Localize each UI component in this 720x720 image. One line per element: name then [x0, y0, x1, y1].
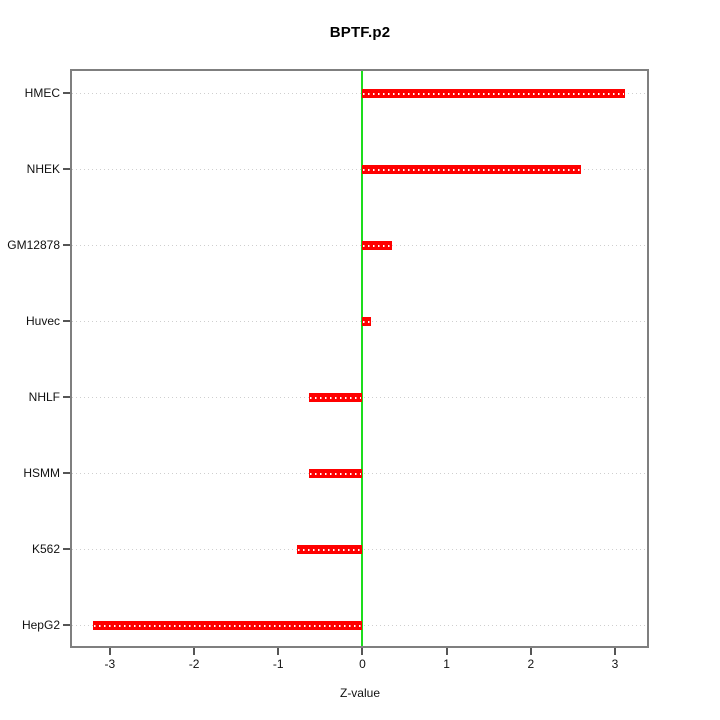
x-axis-tick-label: 2	[527, 657, 535, 671]
y-axis-tick	[63, 320, 70, 322]
y-axis-tick	[63, 548, 70, 550]
y-axis-label-gm12878: GM12878	[7, 238, 60, 252]
gridline	[72, 169, 647, 170]
y-axis-tick	[63, 472, 70, 474]
plot-inner	[72, 71, 647, 646]
x-axis-title: Z-value	[339, 686, 380, 700]
y-axis-tick	[63, 624, 70, 626]
x-axis-tick-label: -3	[104, 657, 116, 671]
bar-gridline-dots	[363, 244, 391, 247]
x-axis-tick-label: 0	[359, 657, 366, 671]
bar-gridline-dots	[297, 548, 362, 551]
gridline	[72, 93, 647, 94]
bar-nhlf	[308, 393, 363, 402]
bar-gm12878	[362, 241, 392, 250]
bar-gridline-dots	[310, 472, 362, 475]
bar-hsmm	[309, 469, 363, 478]
gridline	[72, 245, 647, 246]
bar-nhek	[362, 165, 582, 174]
y-axis-label-huvec: Huvec	[25, 314, 60, 328]
x-axis-tick	[529, 648, 532, 655]
x-axis-tick	[193, 648, 196, 655]
bar-gridline-dots	[363, 168, 581, 171]
bar-gridline-dots	[363, 92, 625, 95]
x-axis-tick-label: -1	[272, 657, 284, 671]
y-axis-label-nhlf: NHLF	[28, 390, 60, 404]
x-axis-tick	[614, 648, 616, 655]
plot-area	[70, 69, 649, 648]
bar-hmec	[362, 89, 626, 98]
zero-reference-line	[361, 71, 364, 646]
y-axis-label-k562: K562	[31, 542, 60, 556]
y-axis-tick	[63, 396, 70, 398]
y-axis-label-nhek: NHEK	[26, 162, 60, 176]
x-axis-tick-label: 1	[443, 657, 450, 671]
y-axis-tick	[63, 244, 70, 246]
gridline	[72, 321, 647, 322]
bar-gridline-dots	[94, 624, 362, 627]
x-axis-tick	[361, 648, 364, 655]
bar-huvec	[362, 317, 371, 326]
x-axis-tick	[108, 648, 111, 655]
bar-gridline-dots	[309, 396, 362, 399]
x-axis-tick	[277, 648, 280, 655]
bar-gridline-dots	[363, 320, 370, 323]
x-axis-tick-label: -2	[188, 657, 200, 671]
bar-k562	[296, 545, 363, 554]
x-axis-tick	[445, 648, 448, 655]
x-axis-tick-label: 3	[611, 657, 619, 671]
y-axis-label-hepg2: HepG2	[21, 618, 60, 632]
y-axis-tick	[63, 168, 70, 170]
y-axis-tick	[63, 92, 70, 94]
y-axis-label-hsmm: HSMM	[23, 466, 60, 480]
bar-hepg2	[93, 621, 363, 630]
chart-title: BPTF.p2	[329, 24, 391, 41]
y-axis-label-hmec: HMEC	[24, 86, 60, 100]
